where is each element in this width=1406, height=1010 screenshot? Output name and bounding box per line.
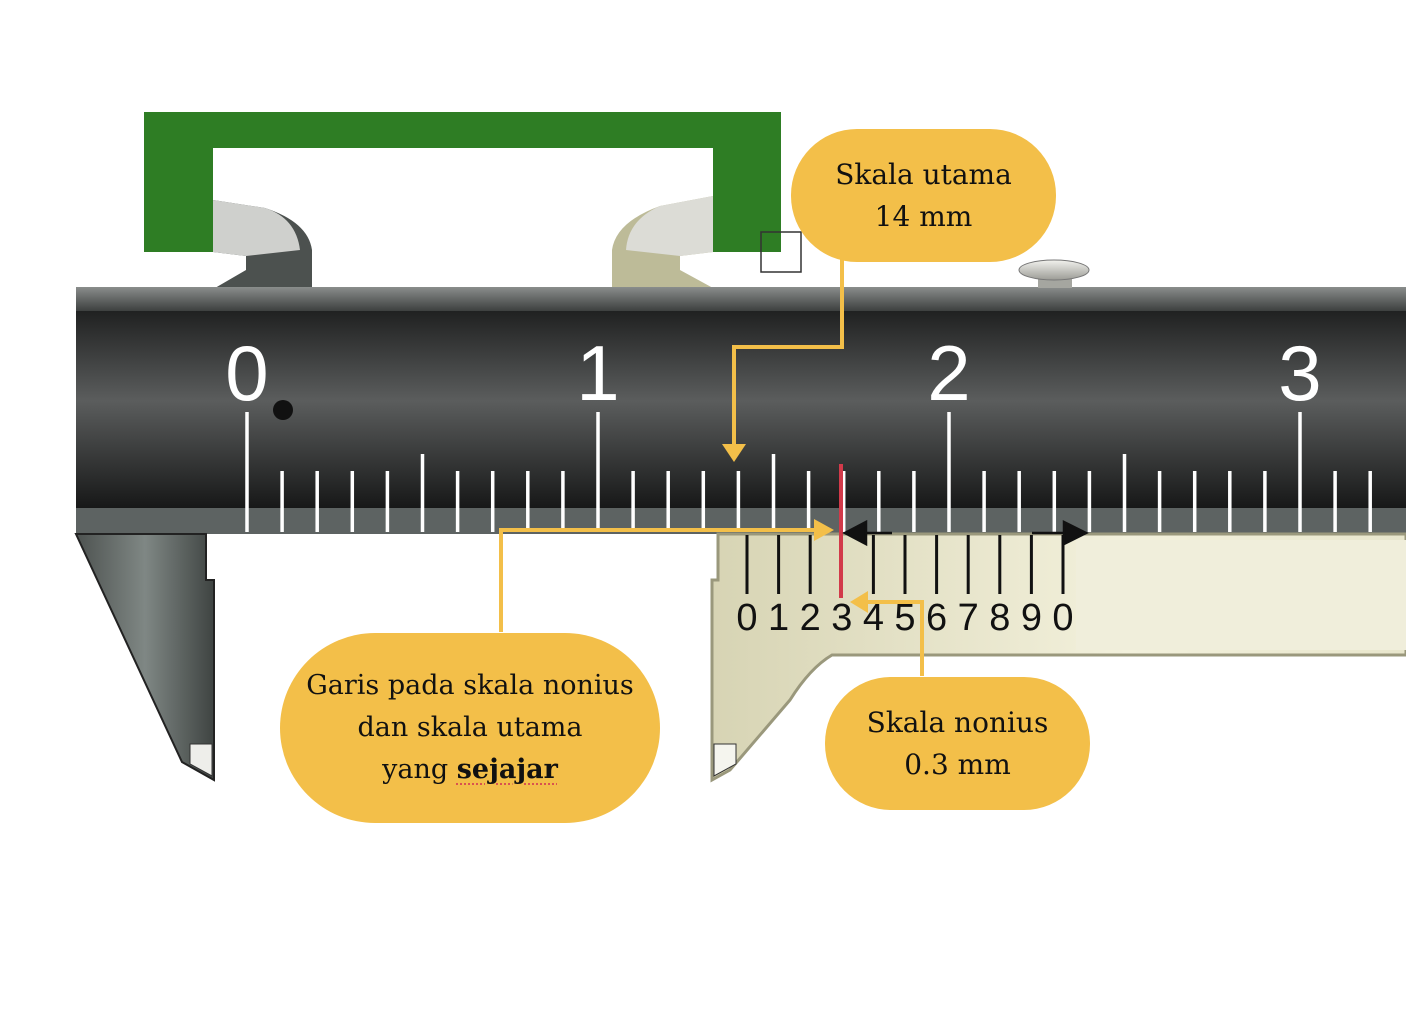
callout-main-scale-line2: 14 mm: [874, 199, 973, 233]
zero-dot: [273, 400, 293, 420]
main-scale-label: 3: [1278, 329, 1321, 417]
arrow-vernier: [866, 600, 924, 676]
callout-parallel-lines: Garis pada skala nonius dan skala utama …: [280, 633, 660, 823]
vernier-inner-panel: [1076, 540, 1406, 650]
vernier-slider[interactable]: [710, 532, 1406, 783]
vernier-scale: [745, 535, 1065, 594]
callout-vernier: Skala nonius 0.3 mm: [825, 677, 1090, 810]
callout-arrows: [499, 258, 924, 676]
arrowheads: [722, 444, 868, 613]
vernier-label: 7: [958, 597, 979, 639]
main-scale-labels: 0 1 2 3: [225, 329, 1321, 417]
main-scale-label: 1: [576, 329, 619, 417]
arrowhead-vernier: [850, 591, 868, 613]
vernier-jaw-tip: [713, 743, 737, 777]
arrow-parallel: [499, 528, 816, 632]
vernier-label: 3: [831, 597, 852, 639]
arrowhead-parallel: [814, 519, 834, 541]
green-bracket: [144, 112, 781, 252]
vernier-label: 2: [800, 597, 821, 639]
main-beam: [76, 311, 1406, 511]
main-scale-label: 2: [927, 329, 970, 417]
beam-top-rail: [76, 287, 1406, 311]
fixed-jaw-tip: [189, 743, 213, 777]
main-scale: [245, 412, 1372, 532]
vernier-label: 6: [926, 597, 947, 639]
callout-parallel-bold-word: sejajar: [456, 754, 558, 785]
small-outline-square: [760, 231, 802, 273]
arrow-main-scale: [732, 258, 844, 446]
fixed-jaw: [74, 533, 215, 782]
main-scale-label: 0: [225, 329, 268, 417]
vernier-range-arrows: [842, 519, 1089, 547]
vernier-label: 0: [736, 597, 757, 639]
callout-main-scale: Skala utama 14 mm: [791, 129, 1056, 262]
callout-parallel-line2: dan skala utama: [357, 712, 583, 743]
vernier-label: 1: [768, 597, 789, 639]
callout-parallel-line3: yang sejajar: [382, 749, 558, 791]
callout-parallel-line3-prefix: yang: [382, 754, 457, 785]
inner-jaw-right-face: [626, 196, 713, 256]
inner-jaw-left-face: [213, 200, 300, 256]
vernier-label: 8: [989, 597, 1010, 639]
measured-object: [144, 112, 802, 273]
arrowhead-main: [722, 444, 746, 462]
callout-parallel-line1: Garis pada skala nonius: [306, 670, 634, 701]
lock-screw-icon: [1018, 259, 1090, 288]
vernier-label: 5: [894, 597, 915, 639]
vernier-label: 9: [1021, 597, 1042, 639]
callout-vernier-line2: 0.3 mm: [904, 747, 1011, 781]
callout-main-scale-line1: Skala utama: [835, 157, 1012, 191]
callout-vernier-line1: Skala nonius: [866, 705, 1049, 739]
vernier-label: 0: [1052, 597, 1073, 639]
inner-jaws: [213, 196, 713, 288]
vernier-label: 4: [863, 597, 884, 639]
